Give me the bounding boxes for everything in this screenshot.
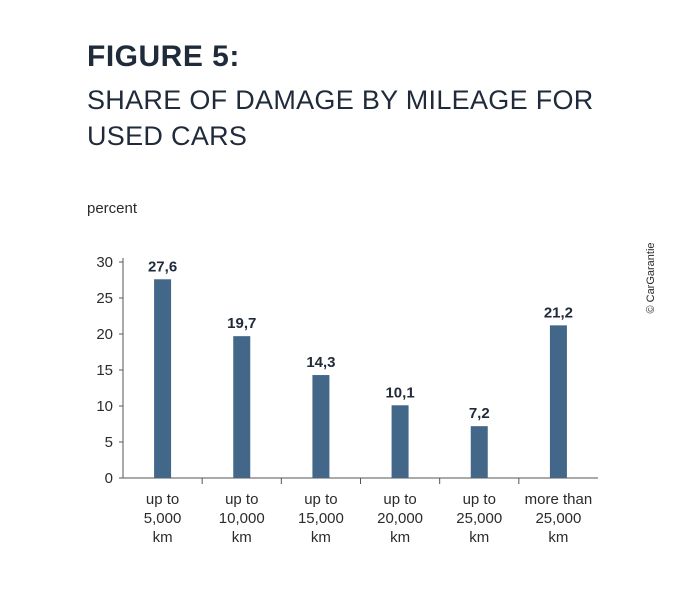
y-tick-label: 20 [96,326,113,343]
x-category-label: km [153,529,173,546]
x-category-label: km [469,529,489,546]
x-category-label: 10,000 [219,510,265,527]
bar-value-label: 7,2 [469,405,490,422]
x-category-label: up to [383,491,416,508]
x-category-label: 20,000 [377,510,423,527]
bar [154,279,172,478]
x-category-label: up to [225,491,258,508]
bar-value-label: 10,1 [385,384,414,401]
chart-title-line-2: USED CARS [87,121,248,151]
bar-value-label: 21,2 [544,304,573,321]
x-category-label: km [390,529,410,546]
figure-label: FIGURE 5: [87,40,240,73]
x-category-label: 5,000 [144,510,182,527]
x-category-label: more than [525,491,593,508]
y-tick-label: 5 [105,434,113,451]
y-tick-label: 10 [96,398,113,415]
bar [549,325,567,478]
x-category-label: up to [304,491,337,508]
y-axis-unit-label: percent [87,200,138,217]
y-tick-label: 15 [96,362,113,379]
y-tick-label: 30 [96,254,113,271]
bar-value-label: 14,3 [306,354,335,371]
x-category-label: km [548,529,568,546]
chart-title-line-1: SHARE OF DAMAGE BY MILEAGE FOR [87,85,594,115]
bar [391,405,409,478]
x-category-label: 15,000 [298,510,344,527]
x-category-label: up to [146,491,179,508]
bar-value-label: 27,6 [148,258,177,275]
bar [312,375,330,478]
x-category-label: km [232,529,252,546]
x-category-label: 25,000 [535,510,581,527]
bar [470,426,488,478]
bar [233,336,251,478]
bar-value-label: 19,7 [227,315,256,332]
x-category-label: 25,000 [456,510,502,527]
y-tick-label: 0 [105,470,113,487]
x-category-label: km [311,529,331,546]
chart-title: SHARE OF DAMAGE BY MILEAGE FOR USED CARS [87,82,647,154]
y-tick-label: 25 [96,290,113,307]
x-category-label: up to [463,491,496,508]
